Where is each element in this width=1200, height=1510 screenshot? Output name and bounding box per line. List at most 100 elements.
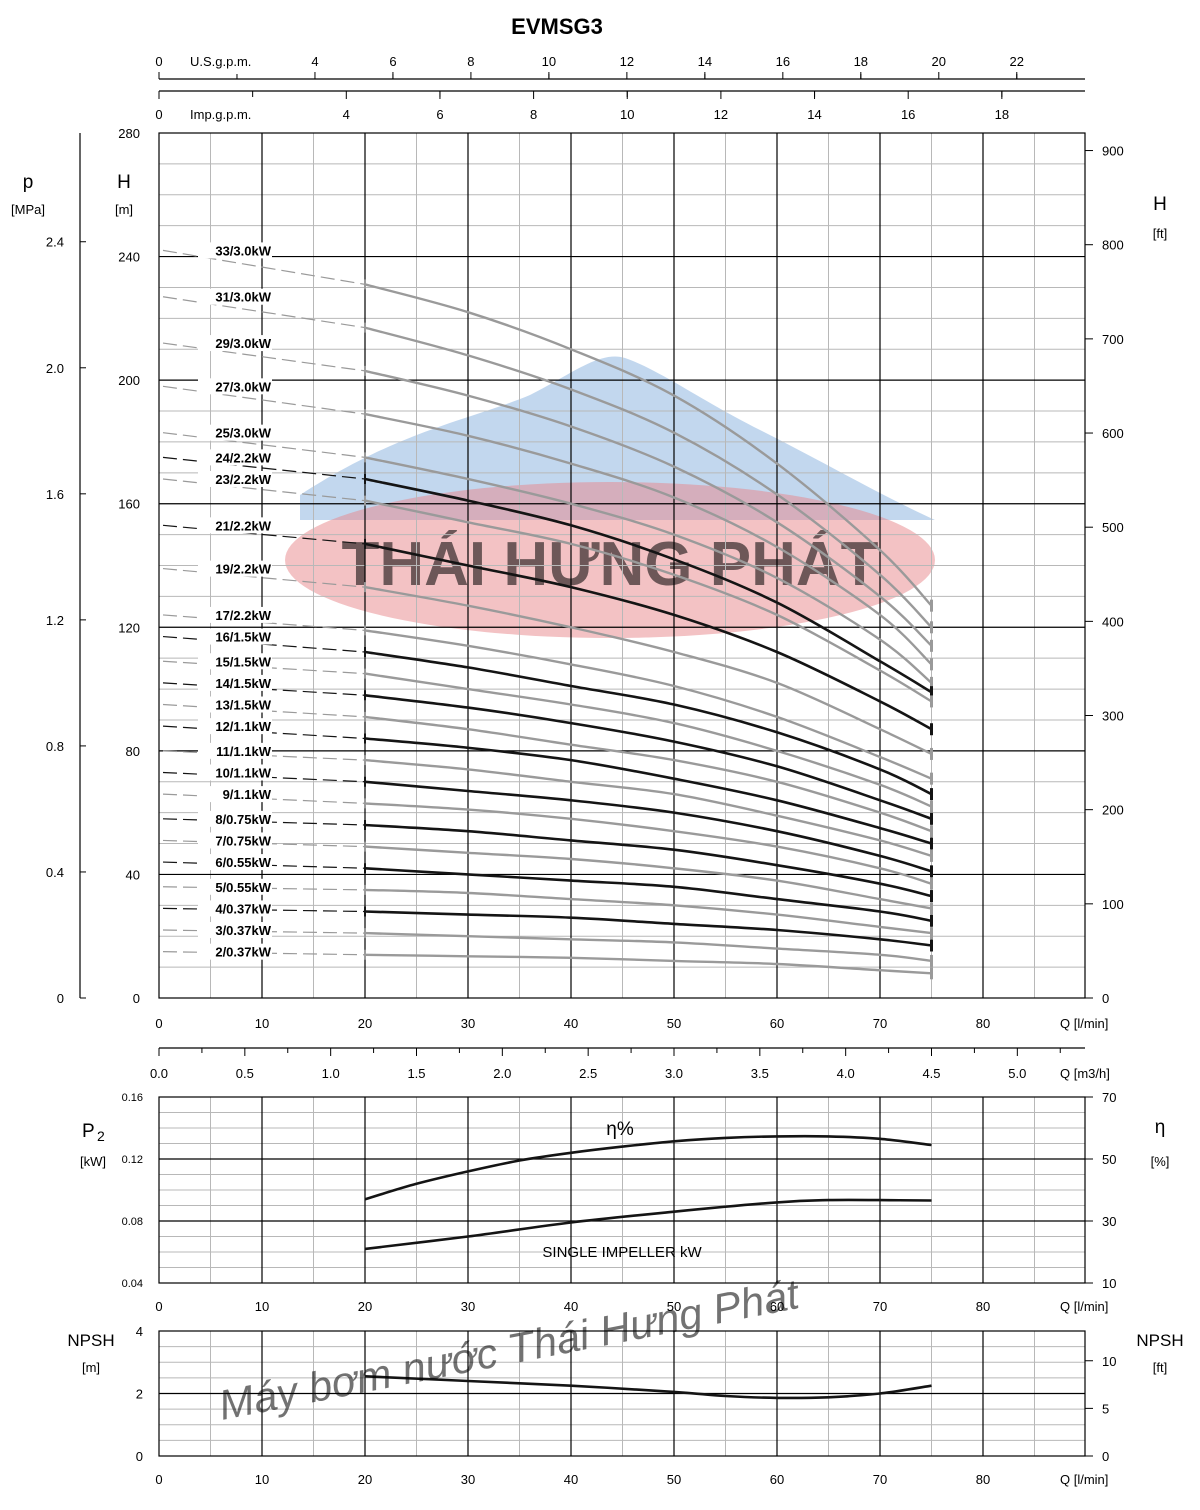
npsh-ft-tick-label: 5 (1102, 1401, 1109, 1416)
x-axis-label: Q [l/min] (1060, 1472, 1108, 1487)
m3h-tick-label: 4.0 (837, 1066, 855, 1081)
curve-label: 21/2.2kW (215, 518, 271, 533)
usgpm-tick-label: 12 (620, 54, 634, 69)
eff-tick-label: 70 (1102, 1090, 1116, 1105)
pressure-tick-label: 1.2 (46, 613, 64, 628)
usgpm-tick-label: 8 (467, 54, 474, 69)
curve-label: 9/1.1kW (223, 787, 272, 802)
x-tick-label: 10 (255, 1472, 269, 1487)
x-tick-label: 0 (155, 1299, 162, 1314)
ft-tick-label: 500 (1102, 520, 1124, 535)
ft-tick-label: 800 (1102, 238, 1124, 253)
usgpm-tick-label: 10 (542, 54, 556, 69)
usgpm-tick-label: 20 (932, 54, 946, 69)
m3h-tick-label: 1.0 (322, 1066, 340, 1081)
x-axis-label: Q [l/min] (1060, 1299, 1108, 1314)
usgpm-tick-label: 16 (776, 54, 790, 69)
y-tick-label: 280 (118, 126, 140, 141)
curve-label: 5/0.55kW (215, 880, 271, 895)
curve-label: 4/0.37kW (215, 901, 271, 916)
pressure-tick-label: 2.4 (46, 235, 64, 250)
power-tick-label: 0.16 (122, 1092, 143, 1104)
pressure-axis-label: p (23, 172, 34, 193)
ft-tick-label: 0 (1102, 991, 1109, 1006)
curve-label: 33/3.0kW (215, 243, 271, 258)
x-tick-label: 80 (976, 1299, 990, 1314)
x-tick-label: 50 (667, 1016, 681, 1031)
npsh-tick-label: 2 (136, 1387, 143, 1402)
y-tick-label: 200 (118, 373, 140, 388)
usgpm-axis-label: U.S.g.p.m. (190, 54, 251, 69)
curve-label: 16/1.5kW (215, 630, 271, 645)
curve-label: 27/3.0kW (215, 379, 271, 394)
m3h-tick-label: 2.0 (493, 1066, 511, 1081)
npsh-tick-label: 0 (136, 1449, 143, 1464)
eff-tick-label: 30 (1102, 1214, 1116, 1229)
m3h-tick-label: 1.5 (407, 1066, 425, 1081)
power-curve (365, 1200, 932, 1249)
impgpm-tick-label: 18 (995, 107, 1009, 122)
pressure-tick-label: 0.4 (46, 865, 64, 880)
impgpm-tick-label: 16 (901, 107, 915, 122)
power-tick-label: 0.04 (122, 1278, 143, 1290)
x-tick-label: 20 (358, 1472, 372, 1487)
x-tick-label: 30 (461, 1299, 475, 1314)
x-axis-label: Q [l/min] (1060, 1016, 1108, 1031)
npsh-ft-tick-label: 10 (1102, 1354, 1116, 1369)
power-tick-label: 0.12 (122, 1154, 143, 1166)
impgpm-tick-label: 14 (807, 107, 821, 122)
curve-label: 12/1.1kW (215, 719, 271, 734)
npsh-ft-axis-unit: [ft] (1153, 1360, 1167, 1375)
usgpm-tick-label: 14 (698, 54, 712, 69)
m3h-tick-label: 0.0 (150, 1066, 168, 1081)
power-tick-label: 0.08 (122, 1216, 143, 1228)
curve-label: 14/1.5kW (215, 676, 271, 691)
y-tick-label: 120 (118, 620, 140, 635)
x-tick-label: 30 (461, 1472, 475, 1487)
m3h-axis: 0.0 0.5 1.0 1.5 2.0 2.5 3.0 3.5 4.0 4.5 5.0 Q [m3/h… (150, 1048, 1110, 1081)
curve-label: 25/3.0kW (215, 426, 271, 441)
x-tick-label: 60 (770, 1016, 784, 1031)
x-tick-label: 50 (667, 1472, 681, 1487)
power-axis-label: P (82, 1121, 95, 1142)
curve-label: 8/0.75kW (215, 812, 271, 827)
x-tick-label: 40 (564, 1016, 578, 1031)
ft-tick-label: 900 (1102, 144, 1124, 159)
y-tick-label: 40 (126, 867, 140, 882)
x-tick-label: 10 (255, 1299, 269, 1314)
m3h-tick-label: 4.5 (922, 1066, 940, 1081)
m3h-tick-label: 5.0 (1008, 1066, 1026, 1081)
curve-label: 13/1.5kW (215, 698, 271, 713)
pressure-axis-unit: [MPa] (11, 202, 45, 217)
efficiency-axis-label: η (1155, 1117, 1166, 1138)
curve-label: 29/3.0kW (215, 336, 271, 351)
pressure-tick-label: 0.8 (46, 739, 64, 754)
y-tick-label: 0 (133, 991, 140, 1006)
curve-label: 2/0.37kW (215, 945, 271, 960)
watermark-slogan-text: Máy bơm nước Thái Hưng Phát (215, 1270, 805, 1429)
eff-tick-label: 10 (1102, 1276, 1116, 1291)
power-axis-label-sub: 2 (97, 1128, 105, 1144)
x-tick-label: 30 (461, 1016, 475, 1031)
x-tick-label: 0 (155, 1472, 162, 1487)
npsh-tick-label: 4 (136, 1324, 143, 1339)
m3h-tick-label: 0.5 (236, 1066, 254, 1081)
impgpm-tick-label: 6 (436, 107, 443, 122)
x-tick-label: 70 (873, 1016, 887, 1031)
efficiency-axis-unit: [%] (1151, 1154, 1170, 1169)
curve-label: 3/0.37kW (215, 923, 271, 938)
ft-tick-label: 100 (1102, 897, 1124, 912)
npsh-axis-unit: [m] (82, 1360, 100, 1375)
usgpm-tick-label: 4 (311, 54, 318, 69)
eff-tick-label: 50 (1102, 1152, 1116, 1167)
head-curve-line (365, 782, 932, 872)
head-curve-line (365, 955, 932, 974)
curve-label: 6/0.55kW (215, 855, 271, 870)
y-tick-label: 80 (126, 744, 140, 759)
npsh-axis-label: NPSH (67, 1331, 114, 1350)
curve-label: 10/1.1kW (215, 765, 271, 780)
power-efficiency-chart: 0.040.080.120.16103050700 10 20 30 40 50 60 70 8… (80, 1090, 1169, 1314)
ft-tick-label: 200 (1102, 803, 1124, 818)
x-tick-label: 60 (770, 1472, 784, 1487)
ft-tick-label: 600 (1102, 426, 1124, 441)
